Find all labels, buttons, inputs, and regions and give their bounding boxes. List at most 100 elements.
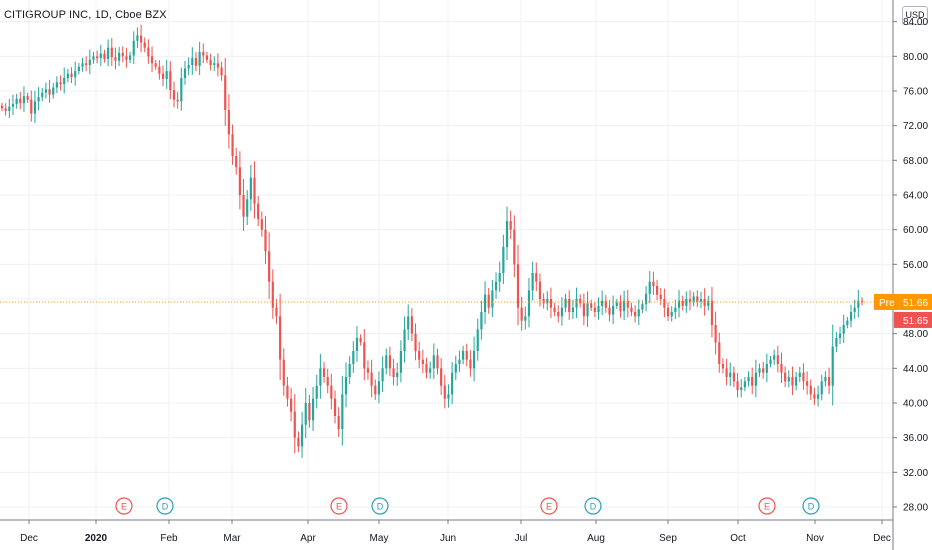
candle-body <box>330 385 333 399</box>
candle-body <box>838 333 842 338</box>
time-tick-label: Aug <box>587 533 605 544</box>
time-tick-label: Apr <box>300 533 316 544</box>
candle-body <box>619 302 622 312</box>
candle-body <box>392 368 395 377</box>
last-price-label-bg <box>894 311 932 328</box>
marker-circle <box>330 497 348 515</box>
candle-body <box>374 385 377 395</box>
candle-body <box>824 377 827 382</box>
candle-body <box>355 338 359 351</box>
candle-body <box>469 359 472 369</box>
candle-body <box>575 299 578 308</box>
candle-body <box>597 305 600 312</box>
candle-body <box>612 305 615 315</box>
candle-body <box>172 90 176 100</box>
candle-body <box>70 73 73 78</box>
candle-body <box>385 355 388 369</box>
time-tick-label: Feb <box>160 533 178 544</box>
candle-body <box>344 377 348 395</box>
candle-body <box>776 355 779 364</box>
earnings-marker[interactable]: E <box>330 497 348 515</box>
chart-grid <box>0 0 893 520</box>
candle-body <box>513 229 516 265</box>
currency-button[interactable]: USD <box>902 6 928 25</box>
candle-body <box>487 294 490 308</box>
candle-body <box>454 364 457 373</box>
dividend-marker[interactable]: D <box>156 497 174 515</box>
candle-body <box>670 312 673 317</box>
candle-body <box>220 67 223 76</box>
candle-body <box>92 56 95 60</box>
marker-circle <box>758 497 776 515</box>
candle-body <box>55 82 58 88</box>
candle-body <box>754 372 757 386</box>
earnings-marker[interactable]: E <box>115 497 133 515</box>
marker-circle <box>540 497 558 515</box>
candle-body <box>136 35 139 41</box>
price-tick-label: 60.00 <box>903 225 928 236</box>
candle-body <box>407 316 410 330</box>
dividend-marker[interactable]: D <box>371 497 389 515</box>
candle-body <box>0 105 4 109</box>
earnings-marker[interactable]: E <box>758 497 776 515</box>
candle-body <box>743 381 746 388</box>
candle-body <box>107 47 110 59</box>
candle-body <box>403 329 406 351</box>
candle-body <box>41 92 44 98</box>
pre-price-label-bg <box>874 293 932 310</box>
candle-body <box>205 55 209 60</box>
candle-body <box>476 329 479 351</box>
candle-body <box>494 281 498 291</box>
marker-label: E <box>121 502 127 512</box>
candle-body <box>857 300 860 308</box>
candle-body <box>209 59 212 65</box>
candle-body <box>333 398 337 416</box>
candle-body <box>674 307 677 312</box>
candle-body <box>183 68 187 78</box>
time-tick-label: Nov <box>806 533 824 544</box>
candle-body <box>59 82 62 85</box>
candle-body <box>132 40 135 56</box>
dividend-marker[interactable]: D <box>802 497 820 515</box>
price-labels: Pre 51.66 51.65 <box>0 293 932 328</box>
candle-body <box>655 286 659 295</box>
pre-price-label-value: 51.66 <box>903 298 928 309</box>
candle-body <box>8 106 11 111</box>
candle-body <box>143 42 146 48</box>
candle-body <box>121 52 124 57</box>
candle-body <box>571 307 574 312</box>
candle-body <box>308 403 311 421</box>
candle-body <box>806 381 809 386</box>
candle-body <box>22 96 26 104</box>
candle-body <box>30 99 33 114</box>
candle-body <box>615 302 618 306</box>
candle-body <box>718 342 721 364</box>
candle-body <box>553 307 556 312</box>
price-tick-label: 28.00 <box>903 503 928 514</box>
candle-body <box>19 98 22 104</box>
candle-body <box>96 56 99 59</box>
candle-body <box>630 307 633 312</box>
dividend-marker[interactable]: D <box>584 497 602 515</box>
candle-body <box>853 307 856 312</box>
candle-body <box>802 372 805 382</box>
candle-body <box>139 35 143 43</box>
candle-body <box>769 359 772 364</box>
candle-body <box>74 71 77 78</box>
candle-body <box>483 294 487 312</box>
candle-body <box>257 203 260 220</box>
candle-body <box>784 372 787 382</box>
candle-body <box>154 63 157 67</box>
candle-body <box>235 156 238 168</box>
earnings-marker[interactable]: E <box>540 497 558 515</box>
candle-body <box>26 96 29 100</box>
candle-body <box>381 368 384 382</box>
candle-body <box>169 71 172 91</box>
candle-body <box>732 372 736 382</box>
candle-body <box>249 177 252 200</box>
candle-body <box>271 281 274 308</box>
candle-body <box>216 63 220 68</box>
price-tick-label: 36.00 <box>903 433 928 444</box>
candle-body <box>590 303 593 308</box>
